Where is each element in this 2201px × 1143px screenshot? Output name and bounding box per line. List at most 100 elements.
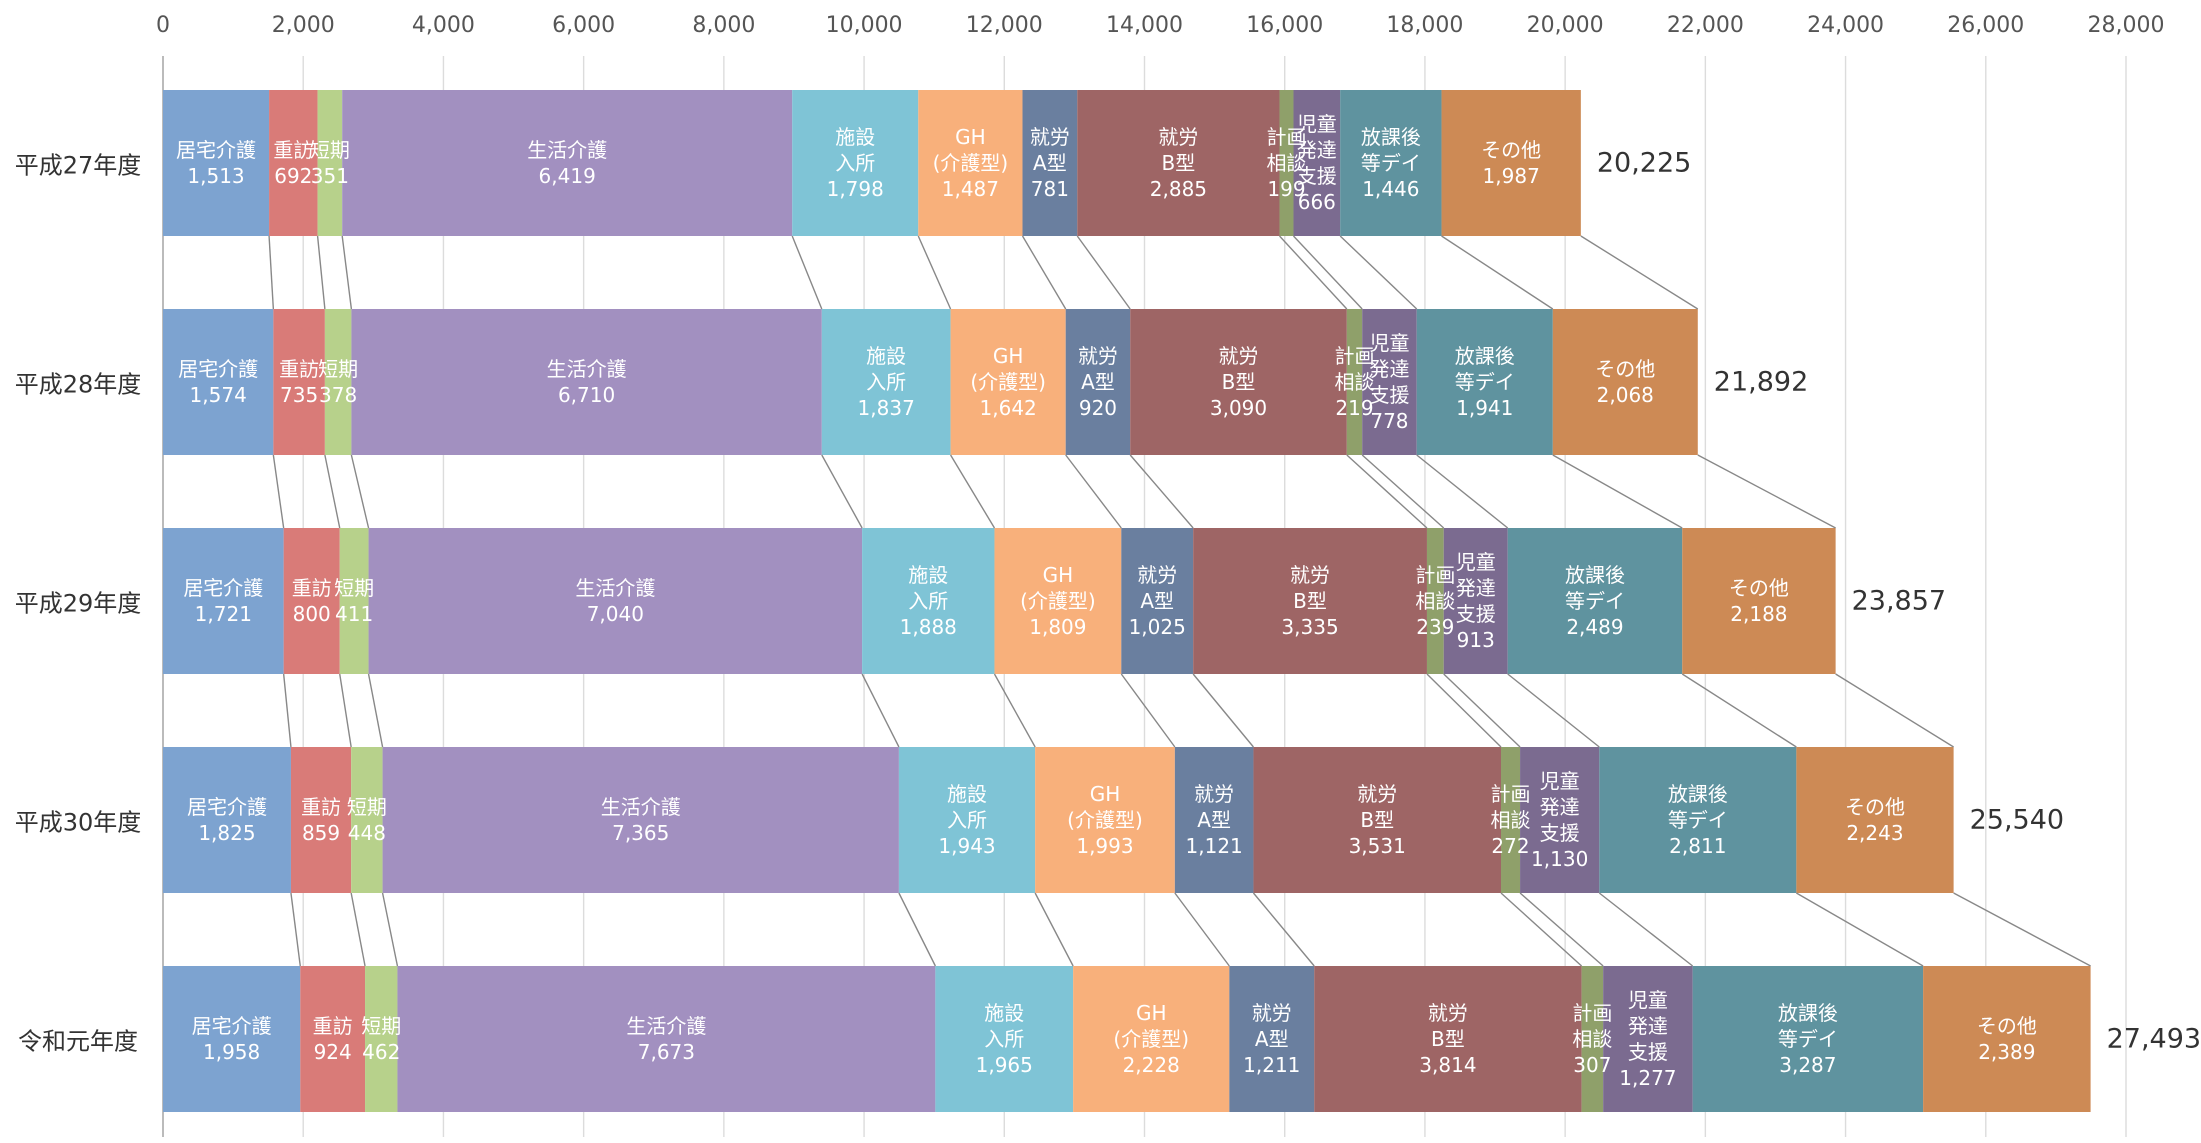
bar-segment	[163, 966, 301, 1112]
bar-segment	[950, 309, 1066, 455]
bar-segment	[339, 528, 369, 674]
y-tick-label: 平成29年度	[14, 589, 142, 618]
connector	[791, 235, 823, 310]
bar-segment	[1443, 528, 1508, 674]
connector	[1441, 235, 1554, 310]
bar-segment	[792, 90, 919, 236]
bar-segment	[1507, 528, 1683, 674]
bar-segment	[1340, 90, 1442, 236]
connector	[268, 235, 275, 310]
bar-segment	[1346, 309, 1363, 455]
bar-segment	[324, 309, 352, 455]
connector	[1361, 454, 1445, 529]
bar-segment	[1599, 747, 1797, 893]
x-tick-label: 18,000	[1386, 13, 1463, 38]
total-label: 25,540	[1969, 804, 2065, 836]
connector	[1598, 892, 1694, 967]
x-tick-label: 16,000	[1246, 13, 1323, 38]
x-tick-label: 14,000	[1106, 13, 1183, 38]
connector	[1681, 673, 1797, 748]
bar-segment	[898, 747, 1036, 893]
x-tick-label: 26,000	[1947, 13, 2024, 38]
x-tick-label: 10,000	[826, 13, 903, 38]
connector	[949, 454, 996, 529]
bar-segment	[382, 747, 899, 893]
bar-segment	[1293, 90, 1341, 236]
bar-segment	[1279, 90, 1294, 236]
connector	[339, 673, 352, 748]
x-tick-label: 24,000	[1807, 13, 1884, 38]
connector	[367, 673, 384, 748]
bar-segment	[862, 528, 995, 674]
bar-segment	[163, 90, 270, 236]
bar-segment	[317, 90, 343, 236]
connector	[341, 235, 353, 310]
total-label: 20,225	[1596, 147, 1692, 179]
bar-segment	[1796, 747, 1954, 893]
connector	[1552, 454, 1683, 529]
connector	[1174, 892, 1230, 967]
connector	[1507, 673, 1600, 748]
connector	[1252, 892, 1315, 967]
bar-segment	[269, 90, 318, 236]
connector	[1021, 235, 1067, 310]
connector	[1416, 454, 1509, 529]
bar-segment	[290, 747, 352, 893]
bar-segment	[1520, 747, 1600, 893]
bar-segment	[365, 966, 398, 1112]
connector	[861, 673, 900, 748]
connector	[1697, 454, 1836, 529]
x-tick-label: 12,000	[966, 13, 1043, 38]
bar-segment	[1362, 309, 1417, 455]
bar-segment	[163, 528, 284, 674]
y-tick-label: 平成30年度	[14, 808, 142, 837]
connector	[1339, 235, 1418, 310]
connector	[381, 892, 399, 967]
connector	[1076, 235, 1131, 310]
bar-segment	[994, 528, 1122, 674]
connector	[1346, 454, 1428, 529]
bar-segment	[1500, 747, 1521, 893]
bar-segment	[1035, 747, 1175, 893]
bar-segment	[163, 309, 274, 455]
connector	[1120, 673, 1176, 748]
bar-segment	[300, 966, 366, 1112]
bar-segment	[1193, 528, 1427, 674]
bar-segment	[342, 90, 793, 236]
x-tick-label: 28,000	[2088, 13, 2165, 38]
x-tick-label: 20,000	[1527, 13, 1604, 38]
connector	[290, 892, 301, 967]
connector	[1519, 892, 1604, 967]
bar-segment	[1065, 309, 1131, 455]
connector	[1835, 673, 1954, 748]
bar-segment	[1121, 528, 1194, 674]
connector	[1129, 454, 1194, 529]
connector	[350, 454, 370, 529]
connector	[917, 235, 952, 310]
connector	[1500, 892, 1583, 967]
connector	[1292, 235, 1363, 310]
connector	[282, 673, 292, 748]
connector	[821, 454, 863, 529]
bar-segment	[1314, 966, 1582, 1112]
bar-segment	[1077, 90, 1280, 236]
connector	[1580, 235, 1699, 310]
bar-segment	[283, 528, 340, 674]
bar-segment	[1426, 528, 1444, 674]
bar-segment	[1441, 90, 1581, 236]
bar-segment	[918, 90, 1023, 236]
bar-segment	[821, 309, 951, 455]
connector	[1279, 235, 1348, 310]
bar-segment	[1552, 309, 1698, 455]
bar-segment	[1682, 528, 1836, 674]
bar-segment	[351, 747, 383, 893]
x-tick-label: 4,000	[412, 13, 475, 38]
y-tick-label: 令和元年度	[18, 1027, 138, 1056]
connector	[324, 454, 341, 529]
bar-segment	[368, 528, 863, 674]
y-tick-label: 平成27年度	[14, 151, 142, 180]
x-tick-label: 8,000	[692, 13, 755, 38]
bar-segment	[397, 966, 936, 1112]
bar-segment	[1692, 966, 1924, 1112]
